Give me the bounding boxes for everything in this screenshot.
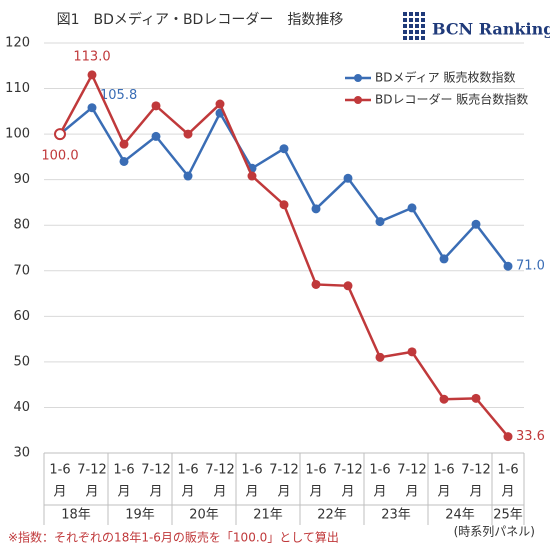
point	[343, 173, 353, 183]
point	[279, 200, 289, 210]
y-tick-label: 120	[5, 36, 30, 51]
x-tick-label: 月	[213, 485, 226, 500]
x-tick-label: 1-6	[177, 463, 198, 478]
x-tick-label: 7-12	[141, 463, 171, 478]
x-tick-label: 1-6	[305, 463, 326, 478]
legend-marker	[354, 74, 362, 82]
point	[439, 254, 449, 264]
point	[471, 393, 481, 403]
group-label: 21年	[253, 508, 283, 523]
logo-text: BCN Ranking	[432, 20, 550, 39]
data-label: 33.6	[516, 429, 545, 444]
data-label: 71.0	[516, 259, 545, 274]
data-label: 105.8	[100, 88, 137, 103]
x-tick-label: 1-6	[433, 463, 454, 478]
x-tick-label: 月	[437, 485, 450, 500]
point	[471, 219, 481, 229]
data-label: 113.0	[73, 49, 110, 64]
x-tick-label: 7-12	[77, 463, 107, 478]
point	[311, 279, 321, 289]
x-tick-label: 月	[405, 485, 418, 500]
x-tick-label: 7-12	[397, 463, 427, 478]
x-tick-label: 月	[373, 485, 386, 500]
legend-label: BDレコーダー 販売台数指数	[375, 92, 528, 107]
y-tick-label: 50	[13, 354, 30, 369]
x-tick-label: 月	[309, 485, 322, 500]
group-label: 24年	[445, 508, 475, 523]
point	[439, 394, 449, 404]
y-tick-label: 110	[5, 81, 30, 96]
point	[183, 129, 193, 139]
point	[503, 432, 513, 442]
x-tick-label: 月	[85, 485, 98, 500]
x-tick-label: 月	[181, 485, 194, 500]
point	[87, 70, 97, 80]
footnote: ※指数：それぞれの18年1-6月の販売を「100.0」として算出	[8, 530, 339, 545]
group-label: 23年	[381, 508, 411, 523]
point	[54, 128, 66, 141]
x-tick-label: 1-6	[369, 463, 390, 478]
point	[375, 217, 385, 227]
point	[407, 347, 417, 357]
point	[119, 156, 129, 166]
logo-icon	[403, 12, 425, 40]
x-tick-label: 月	[501, 485, 514, 500]
x-tick-label: 7-12	[333, 463, 363, 478]
group-label: 20年	[189, 508, 219, 523]
point	[151, 131, 161, 141]
x-tick-label: 月	[117, 485, 130, 500]
x-tick-label: 7-12	[269, 463, 299, 478]
point	[247, 171, 257, 181]
point	[407, 203, 417, 213]
y-tick-label: 100	[5, 127, 30, 142]
legend-marker	[354, 96, 362, 104]
chart-title: 図1 BDメディア・BDレコーダー 指数推移	[57, 11, 344, 28]
x-tick-label: 7-12	[205, 463, 235, 478]
y-tick-label: 30	[13, 446, 30, 461]
point	[503, 261, 513, 271]
x-tick-label: 月	[469, 485, 482, 500]
x-tick-label: 月	[277, 485, 290, 500]
panel-note: (時系列パネル)	[454, 525, 535, 539]
y-tick-label: 70	[13, 263, 30, 278]
group-label: 25年	[493, 508, 523, 523]
x-tick-label: 1-6	[49, 463, 70, 478]
point	[375, 352, 385, 362]
point	[311, 204, 321, 214]
x-tick-label: 1-6	[497, 463, 518, 478]
y-tick-label: 90	[13, 172, 30, 187]
series-line	[59, 105, 509, 267]
point	[151, 101, 161, 111]
legend-label: BDメディア 販売枚数指数	[375, 70, 515, 85]
y-tick-label: 40	[13, 400, 30, 415]
group-label: 19年	[125, 508, 155, 523]
point	[87, 103, 97, 113]
data-label: 100.0	[41, 149, 78, 164]
y-tick-label: 80	[13, 218, 30, 233]
x-tick-label: 月	[53, 485, 66, 500]
x-tick-label: 1-6	[241, 463, 262, 478]
x-tick-label: 月	[245, 485, 258, 500]
group-label: 18年	[61, 508, 91, 523]
group-label: 22年	[317, 508, 347, 523]
point	[279, 144, 289, 154]
x-tick-label: 1-6	[113, 463, 134, 478]
x-tick-label: 月	[149, 485, 162, 500]
point	[215, 99, 225, 109]
x-tick-label: 月	[341, 485, 354, 500]
x-tick-label: 7-12	[461, 463, 491, 478]
point	[119, 139, 129, 149]
point	[183, 171, 193, 181]
y-tick-label: 60	[13, 309, 30, 324]
point	[343, 281, 353, 291]
